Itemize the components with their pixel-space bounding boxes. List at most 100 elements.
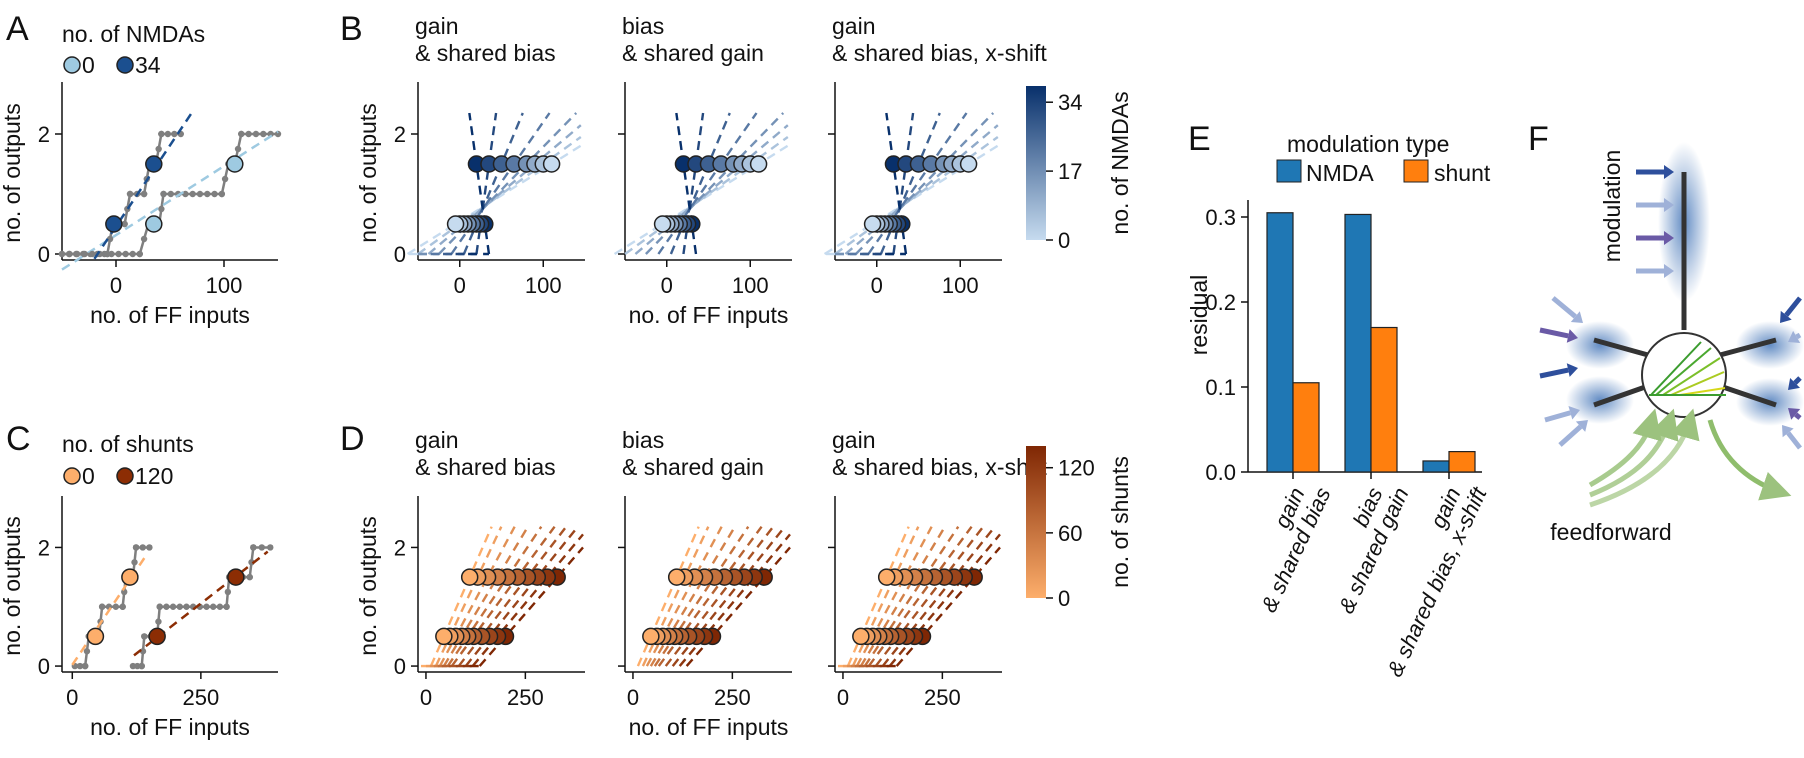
modulation-arrow-head	[1664, 198, 1674, 212]
fit-line	[888, 533, 1001, 667]
bar-shunt	[1448, 451, 1476, 473]
y-tick-label: 2	[38, 535, 50, 560]
step-dot	[246, 573, 253, 581]
y-tick-label: 0.3	[1205, 205, 1236, 230]
modulation-arrow-head	[1566, 363, 1578, 377]
modulation-arrow-shaft	[1544, 410, 1572, 423]
modulation-arrow-head	[1782, 425, 1794, 438]
synapse-line-4	[1670, 371, 1725, 396]
fit-line	[649, 526, 736, 667]
panel-c-plot: 0 2 0 250 no. of outputs no. of FF inputs	[0, 496, 278, 740]
data-point-low	[852, 627, 870, 646]
step-dot	[234, 145, 242, 153]
modulation-arrow-shaft	[1784, 296, 1802, 317]
x-tick-label: 0	[454, 273, 466, 298]
step-dot	[140, 190, 148, 198]
panel-a-plot: 0 2 0 100 no. of outputs no. of FF inputs	[0, 82, 282, 328]
panel-letter-d: D	[340, 420, 365, 458]
neuron-schematic-icon: modulation feedforward	[1539, 142, 1804, 545]
modulation-arrow-shaft	[1539, 367, 1569, 379]
step-dot	[250, 544, 257, 551]
colorbar-tick-label: 0	[1058, 586, 1070, 611]
x-axis-label: no. of FF inputs	[90, 302, 250, 328]
bar-nmda	[1344, 213, 1372, 473]
step-dot	[218, 190, 226, 198]
data-point-0	[226, 155, 244, 173]
fit-line	[641, 526, 710, 667]
panel-a-legend-title: no. of NMDAs	[62, 21, 205, 47]
step-dot	[156, 603, 163, 610]
panel-letter-e: E	[1188, 120, 1211, 158]
data-point-high	[749, 155, 768, 173]
step-dot	[66, 250, 73, 258]
data-point-high	[460, 568, 479, 586]
panel-c-legend-marker-low	[63, 467, 81, 485]
fit-line	[671, 525, 786, 667]
fit-line	[657, 112, 758, 255]
panel-a-legend-label-high: 34	[135, 52, 161, 78]
data-point-high	[877, 568, 896, 586]
fit-line	[669, 112, 731, 255]
step-dot	[104, 250, 111, 258]
data-point-0	[86, 627, 105, 646]
panel-b-colorbar-label: no. of NMDAs	[1107, 91, 1133, 234]
feedforward-arrows	[1588, 408, 1792, 508]
step-dot	[136, 250, 143, 258]
step-dot	[203, 603, 210, 610]
dendrite-left-bottom	[1593, 383, 1649, 408]
step-dot	[121, 588, 128, 596]
data-point-34	[105, 215, 123, 233]
fit-line	[859, 526, 946, 667]
step-dot	[164, 130, 172, 138]
y-axis-label: no. of outputs	[355, 103, 381, 242]
panel-e-legend-label-nmda: NMDA	[1306, 160, 1374, 186]
step-dot	[189, 190, 196, 198]
panel-a-legend-marker-low	[63, 56, 81, 74]
fit-line-0	[61, 130, 279, 271]
panel-d-colorbar-gradient	[1026, 446, 1046, 598]
y-axis-label: no. of outputs	[355, 516, 381, 655]
fit-line	[438, 112, 578, 255]
step-dot	[267, 544, 274, 551]
step-dot	[221, 175, 229, 183]
subplot-2: 0 250 bias& shared gain no. of FF inputs	[618, 427, 792, 740]
data-point-120	[148, 627, 166, 646]
step-dot	[138, 662, 145, 670]
fit-line	[863, 526, 960, 667]
dendrite-blur-right-top	[1736, 321, 1804, 369]
panel-c-legend-marker-high	[116, 467, 134, 485]
dendrite-left-top	[1593, 337, 1649, 358]
modulation-arrow-head	[1788, 330, 1801, 344]
colorbar-tick-label: 34	[1058, 90, 1082, 115]
panel-e-legend-title: modulation type	[1287, 131, 1449, 157]
step-dot	[274, 130, 282, 138]
fit-line	[442, 526, 529, 667]
step-dot	[245, 130, 252, 138]
fit-line	[874, 525, 985, 667]
data-point-low	[435, 627, 453, 646]
fit-line	[457, 525, 568, 667]
fit-line	[685, 546, 791, 667]
fit-line	[438, 526, 516, 667]
x-tick-label: 0	[66, 685, 78, 710]
panel-b-colorbar: 0 17 34 no. of NMDAs	[1026, 86, 1133, 253]
y-tick-label: 0	[394, 654, 406, 679]
subplot-title-line2: & shared bias, x-shift	[832, 454, 1047, 480]
panel-letter-b: B	[340, 10, 363, 48]
panel-letter-c: C	[6, 420, 31, 458]
step-dot	[129, 662, 137, 670]
step-dot	[81, 250, 88, 258]
step-dot	[76, 662, 84, 670]
y-tick-label: 0.1	[1205, 375, 1236, 400]
data-point-low	[446, 215, 465, 233]
feedforward-arrow-2	[1589, 408, 1679, 498]
step-dot	[182, 190, 189, 198]
modulation-arrow-head	[1788, 408, 1801, 420]
fit-line	[478, 546, 584, 667]
x-axis-label: no. of FF inputs	[629, 714, 789, 740]
step-dot	[98, 603, 106, 610]
bar-shunt	[1292, 382, 1320, 473]
modulation-arrow-shaft	[1793, 376, 1802, 385]
y-tick-label: 0	[38, 242, 50, 267]
